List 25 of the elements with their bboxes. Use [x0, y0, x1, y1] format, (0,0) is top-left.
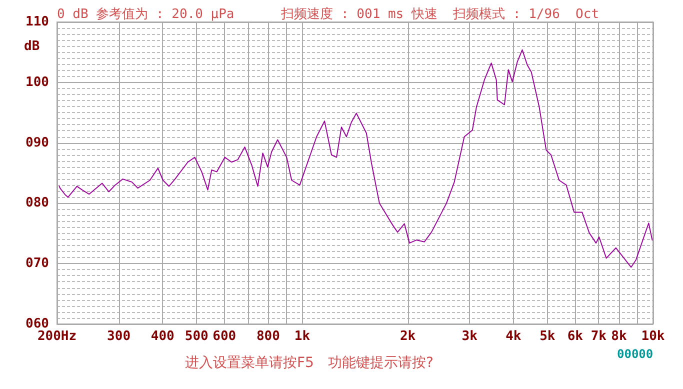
text: 00000: [617, 347, 654, 361]
x-tick-label: 7k: [590, 329, 607, 344]
x-tick-label: 5k: [540, 329, 556, 344]
text: 进入设置菜单请按F5 功能键提示请按?: [185, 355, 434, 371]
x-tick-label: 500: [184, 329, 209, 344]
y-tick-label: 070: [26, 256, 50, 272]
x-tick-label: 10k: [641, 329, 665, 344]
y-tick-label: 080: [26, 196, 50, 211]
x-tick-label: 800: [256, 329, 280, 344]
y-axis-title: dB: [24, 39, 40, 54]
x-tick-label: 1k: [294, 329, 310, 344]
x-tick-label: 600: [212, 329, 236, 344]
y-tick-label: 090: [26, 135, 50, 150]
y-tick-label: 100: [26, 74, 50, 90]
x-tick-label: 6k: [567, 329, 584, 344]
x-tick-label: 3k: [462, 329, 478, 344]
y-tick-label: 110: [26, 14, 50, 30]
x-tick-label: 200Hz: [37, 329, 77, 344]
y-tick-label: 060: [26, 316, 50, 332]
x-tick-label: 4k: [506, 329, 522, 344]
x-tick-label: 2k: [400, 329, 416, 344]
x-tick-label: 300: [107, 329, 131, 344]
x-tick-label: 8k: [611, 329, 627, 344]
chart-title: 0 dB 参考值为 : 20.0 μPa 扫频速度 : 001 ms 快速 扫频模式 : 1/96 Oct: [57, 6, 600, 22]
x-tick-label: 400: [150, 329, 175, 344]
